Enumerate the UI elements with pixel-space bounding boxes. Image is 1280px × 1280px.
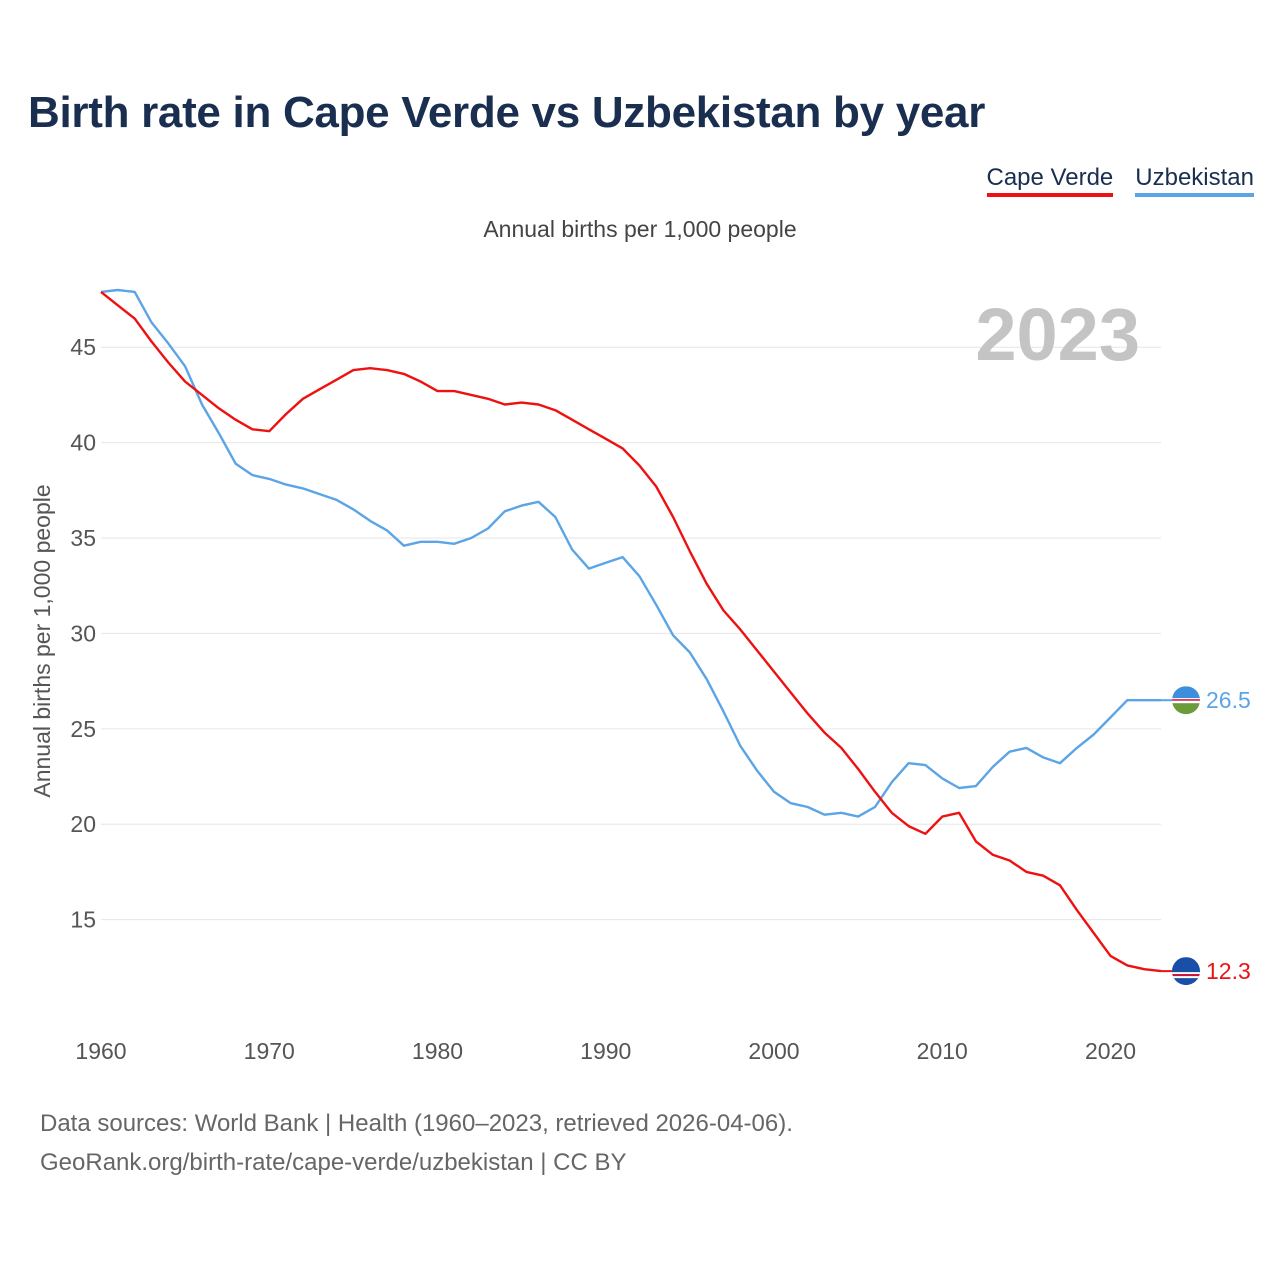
- flag-stripe: [1172, 699, 1200, 701]
- x-tick-label: 2000: [748, 1038, 799, 1064]
- y-tick-label: 15: [70, 907, 96, 933]
- series-lines: [100, 288, 1162, 973]
- series-line-uzbekistan: [100, 288, 1161, 818]
- x-tick-label: 1970: [244, 1038, 295, 1064]
- footer-url[interactable]: GeoRank.org/birth-rate/cape-verde/uzbeki…: [40, 1149, 627, 1176]
- y-tick-label: 25: [70, 716, 96, 742]
- series-end-markers: 12.3 26.5: [1161, 686, 1251, 986]
- x-tick-label: 2010: [917, 1038, 968, 1064]
- cape-verde-flag-icon: [1172, 957, 1200, 986]
- y-tick-label: 45: [70, 334, 96, 360]
- y-axis-label: Annual births per 1,000 people: [29, 484, 55, 797]
- x-axis-ticks: 1960 1970 1980 1990 2000 2010 2020: [75, 1038, 1136, 1064]
- y-tick-label: 40: [70, 430, 96, 456]
- series-line-cape-verde: [100, 290, 1162, 973]
- flag-stripe: [1172, 974, 1200, 977]
- uzbekistan-flag-icon: [1172, 686, 1200, 715]
- chart-subtitle: Annual births per 1,000 people: [483, 216, 797, 242]
- grid-lines: [101, 346, 1161, 921]
- end-value-label: 26.5: [1206, 687, 1251, 713]
- x-tick-label: 2020: [1085, 1038, 1136, 1064]
- flag-stripe: [1172, 703, 1200, 715]
- y-tick-label: 35: [70, 525, 96, 551]
- legend: Cape Verde Uzbekistan: [986, 164, 1254, 197]
- legend-item-cape-verde[interactable]: Cape Verde: [986, 164, 1114, 197]
- y-axis-ticks: 15 20 25 30 35 40 45: [70, 334, 96, 932]
- flag-stripe: [1172, 972, 1200, 975]
- x-tick-label: 1990: [580, 1038, 631, 1064]
- flag-field: [1172, 957, 1200, 986]
- x-tick-label: 1980: [412, 1038, 463, 1064]
- y-tick-label: 20: [70, 811, 96, 837]
- footer: Data sources: World Bank | Health (1960–…: [40, 1104, 793, 1182]
- flag-body: [1172, 957, 1200, 986]
- year-watermark: 2023: [975, 293, 1140, 376]
- legend-item-uzbekistan[interactable]: Uzbekistan: [1135, 164, 1254, 197]
- end-value-label: 12.3: [1206, 958, 1251, 984]
- flag-stripe: [1172, 976, 1200, 979]
- footer-sources: Data sources: World Bank | Health (1960–…: [40, 1110, 793, 1137]
- chart-title: Birth rate in Cape Verde vs Uzbekistan b…: [28, 88, 986, 137]
- flag-stripe: [1172, 686, 1200, 699]
- x-tick-label: 1960: [75, 1038, 126, 1064]
- flag-body: [1172, 686, 1200, 715]
- y-tick-label: 30: [70, 620, 96, 646]
